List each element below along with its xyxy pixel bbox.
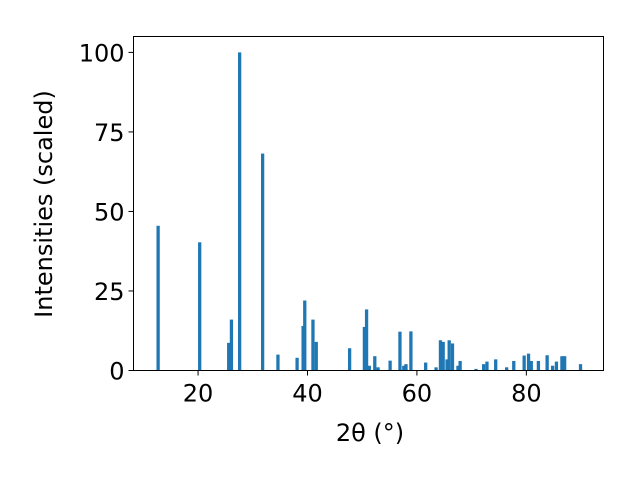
bar	[578, 364, 583, 371]
y-tick-label: 100	[79, 39, 125, 67]
bar	[227, 342, 231, 371]
bar	[347, 348, 352, 371]
y-tick-label: 75	[94, 119, 125, 147]
plot-frame	[133, 36, 604, 371]
bar	[526, 353, 531, 371]
bar	[494, 359, 498, 371]
bar	[485, 361, 489, 371]
x-tick-label: 80	[511, 380, 542, 408]
bar	[438, 340, 443, 371]
bar	[301, 325, 305, 371]
bar	[373, 356, 377, 371]
bar	[404, 364, 408, 371]
x-tick-label: 20	[183, 380, 214, 408]
bar	[376, 367, 380, 371]
bar	[402, 365, 406, 371]
bar	[536, 360, 541, 371]
bar	[295, 357, 299, 371]
y-tick-label: 25	[94, 278, 125, 306]
bar	[560, 356, 564, 371]
bar	[311, 319, 315, 371]
bar	[198, 242, 202, 371]
bar	[545, 355, 549, 371]
bar	[229, 319, 234, 371]
bar	[482, 364, 486, 371]
x-tick-label: 40	[292, 380, 323, 408]
bar	[447, 340, 451, 371]
bar	[362, 326, 367, 371]
bar	[409, 331, 413, 371]
bar	[512, 360, 516, 371]
bar	[260, 153, 265, 371]
y-axis-label: Intensities (scaled)	[30, 90, 58, 318]
bar	[238, 52, 242, 371]
bar	[529, 360, 533, 371]
x-axis-ticks: 20 40 60 80	[183, 370, 542, 408]
x-axis-label: 2θ (°)	[336, 419, 404, 447]
bar	[434, 367, 438, 371]
y-tick-label: 50	[94, 198, 125, 226]
bar	[276, 354, 280, 371]
bar	[554, 361, 559, 371]
bar	[450, 343, 455, 371]
x-tick-label: 60	[402, 380, 433, 408]
bar	[424, 362, 428, 371]
bar	[474, 368, 478, 371]
bar	[388, 360, 392, 371]
bar	[550, 365, 555, 371]
y-tick-label: 0	[109, 358, 124, 386]
y-axis-ticks: 0 25 50 75 100	[79, 39, 134, 386]
bar	[445, 359, 449, 371]
bar	[314, 341, 318, 371]
bar	[156, 225, 160, 371]
bar-series	[156, 52, 583, 371]
bar	[522, 355, 526, 371]
bar	[367, 365, 371, 371]
bar	[398, 331, 402, 371]
bar	[456, 365, 460, 371]
bar	[563, 356, 567, 371]
bar	[441, 341, 445, 371]
bar	[303, 300, 307, 371]
bar	[505, 367, 509, 371]
bar	[458, 360, 462, 371]
bar	[364, 309, 369, 371]
